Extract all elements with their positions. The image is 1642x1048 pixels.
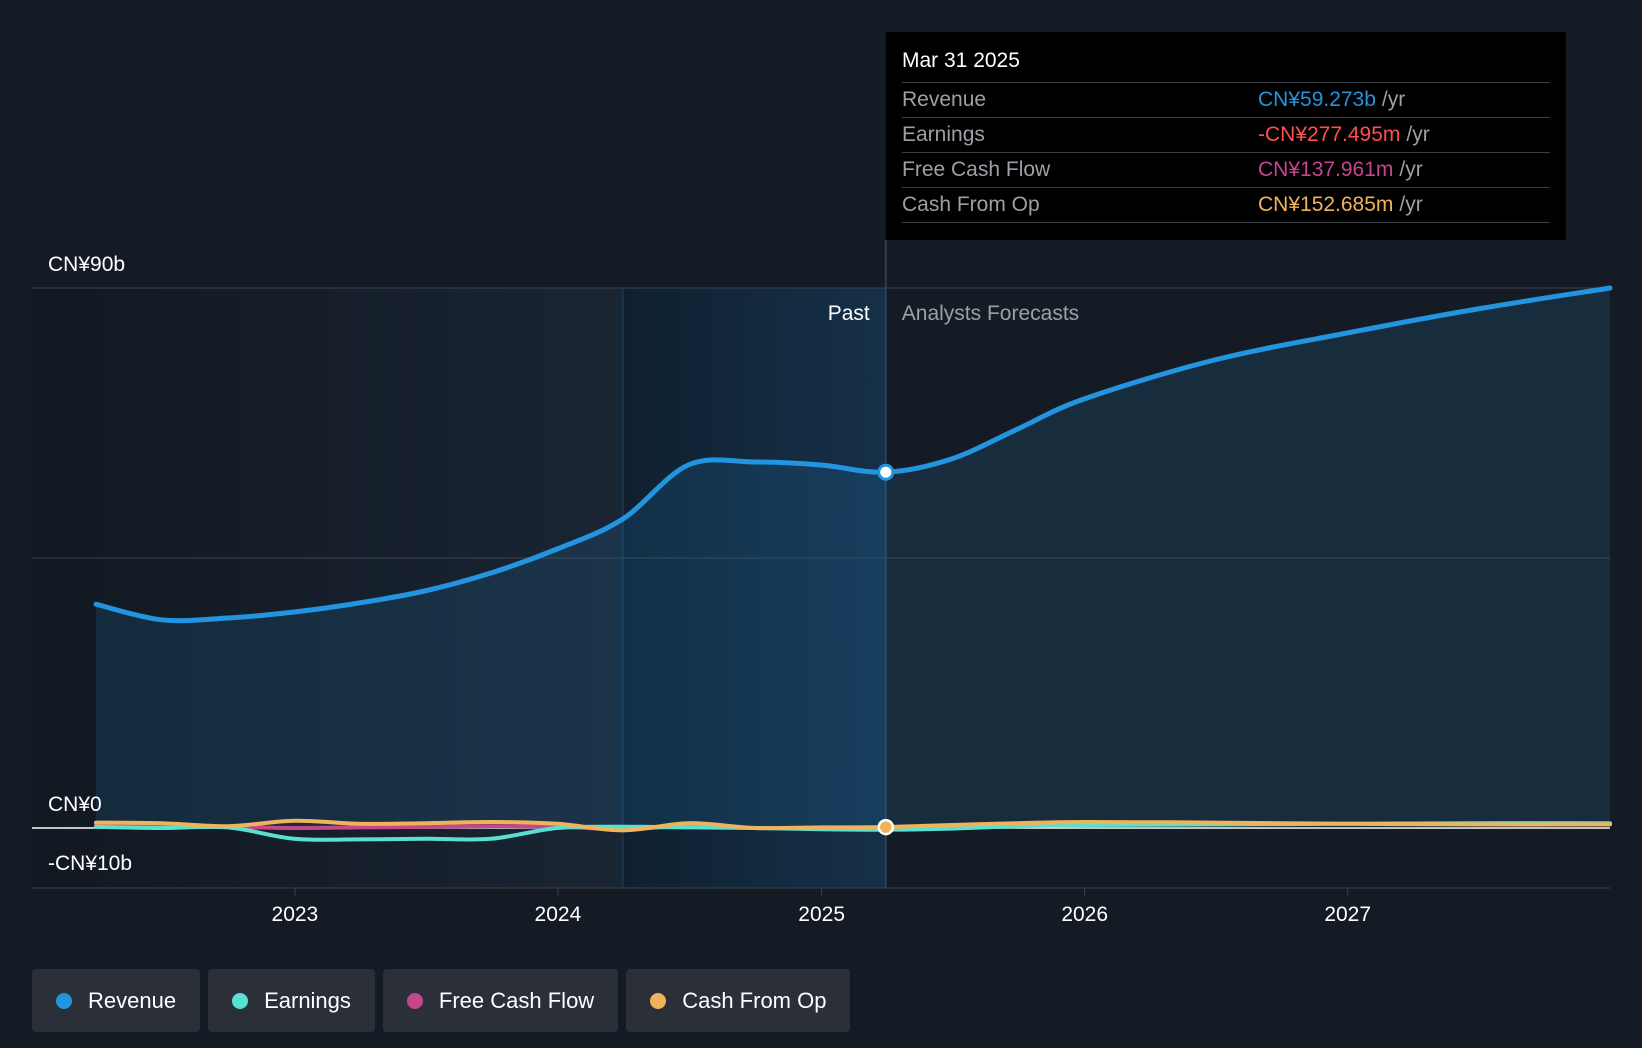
x-tick-label: 2027 <box>1324 903 1371 926</box>
past-background <box>32 288 623 888</box>
tooltip-row-cash-from-op: Cash From Op CN¥152.685m /yr <box>902 188 1550 223</box>
legend-item-cash-from-op[interactable]: Cash From Op <box>626 969 851 1032</box>
tooltip-value: CN¥137.961m <box>1258 158 1394 181</box>
forecast-label: Analysts Forecasts <box>902 302 1079 325</box>
y-tick-label: CN¥90b <box>48 253 125 276</box>
cash-from-op-dot-icon <box>650 992 667 1009</box>
revenue-dot-icon <box>56 992 72 1009</box>
tooltip-unit: /yr <box>1399 158 1423 181</box>
lines-layer <box>93 285 1613 842</box>
legend-label: Revenue <box>88 987 177 1013</box>
legend-label: Cash From Op <box>682 987 827 1013</box>
tooltip-row-earnings: Earnings -CN¥277.495m /yr <box>902 118 1550 153</box>
tooltip-unit: /yr <box>1381 88 1406 111</box>
legend-label: Earnings <box>264 987 351 1013</box>
revenue-marker <box>877 463 895 481</box>
legend-item-earnings[interactable]: Earnings <box>208 969 375 1032</box>
legend-item-free-cash-flow[interactable]: Free Cash Flow <box>382 969 619 1032</box>
tooltip-value: CN¥59.273b <box>1258 88 1376 111</box>
tooltip-label: Earnings <box>902 123 985 146</box>
past-highlight-band <box>622 288 886 888</box>
past-label: Past <box>828 302 870 325</box>
x-tick-label: 2024 <box>535 903 582 926</box>
tooltip-panel: Mar 31 2025 Revenue CN¥59.273b /yr Earni… <box>886 32 1566 240</box>
cash-from-op-line <box>94 818 1612 833</box>
revenue-line <box>93 285 1613 624</box>
revenue-area <box>96 288 1610 828</box>
tooltip-value: -CN¥277.495m <box>1258 123 1401 146</box>
tooltip-row-revenue: Revenue CN¥59.273b /yr <box>902 83 1550 118</box>
cash-from-op-marker <box>877 818 895 836</box>
x-tick-label: 2026 <box>1061 903 1108 926</box>
bands-layer <box>32 240 887 888</box>
tooltip-value: CN¥152.685m <box>1258 193 1394 216</box>
y-tick-label: CN¥0 <box>48 793 102 816</box>
markers-layer <box>877 463 895 836</box>
free-cash-flow-dot-icon <box>406 992 423 1009</box>
x-tick-label: 2023 <box>272 903 319 926</box>
tooltip-label: Cash From Op <box>902 193 1040 216</box>
legend-label: Free Cash Flow <box>438 987 595 1013</box>
x-tick-label: 2025 <box>798 903 845 926</box>
tooltip-unit: /yr <box>1406 123 1430 146</box>
areas-layer <box>96 288 1610 828</box>
y-tick-label: -CN¥10b <box>48 852 132 875</box>
tooltip-label: Free Cash Flow <box>902 158 1051 181</box>
tooltip-row-free-cash-flow: Free Cash Flow CN¥137.961m /yr <box>902 153 1550 188</box>
legend: Revenue Earnings Free Cash Flow Cash Fro… <box>32 969 851 1032</box>
text-layer: CN¥90b CN¥0 -CN¥10b 2023 2024 2025 2026 2027 Pas… <box>48 253 1371 926</box>
tooltip-label: Revenue <box>902 88 987 111</box>
tooltip-date: Mar 31 2025 <box>902 46 1550 83</box>
tooltip-unit: /yr <box>1399 193 1423 216</box>
legend-item-revenue[interactable]: Revenue <box>32 969 201 1032</box>
earnings-dot-icon <box>232 992 249 1009</box>
